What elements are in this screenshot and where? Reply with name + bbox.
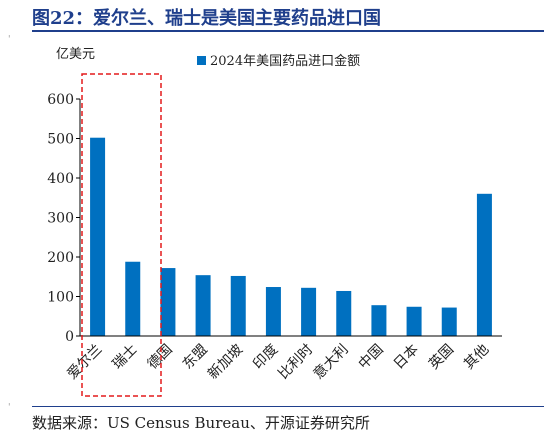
x-tick-label: 中国: [356, 342, 387, 373]
bar: [90, 137, 106, 336]
x-tick-label: 德国: [145, 342, 176, 373]
y-tick-label: 400: [47, 171, 74, 187]
bar: [265, 287, 281, 336]
x-tick-label: 日本: [391, 342, 422, 373]
edge-tick-mark: ': [8, 403, 11, 413]
x-tick-label: 瑞士: [109, 342, 140, 373]
x-tick-label: 爱尔兰: [64, 342, 105, 383]
title-rule: [32, 30, 544, 32]
x-tick-label: 新加坡: [205, 342, 246, 383]
x-tick-label: 印度: [250, 342, 281, 373]
bar: [371, 305, 387, 336]
bar: [406, 306, 422, 336]
bar: [195, 275, 211, 336]
y-tick-label: 500: [47, 132, 74, 148]
y-tick-label: 300: [47, 211, 74, 227]
x-tick-label: 其他: [461, 342, 492, 373]
x-tick-label: 意大利: [310, 341, 352, 383]
x-tick-label: 东盟: [180, 342, 211, 373]
y-tick-label: 0: [65, 329, 74, 345]
figure-title: 图22：爱尔兰、瑞士是美国主要药品进口国: [32, 8, 382, 29]
y-axis: 0 100 200 300 400 500 600: [47, 92, 81, 345]
y-tick-label: 200: [47, 250, 74, 266]
source-rule: [32, 406, 544, 407]
bar: [476, 193, 492, 336]
legend: 2024年美国药品进口金额: [197, 53, 360, 69]
source-note: 数据来源：US Census Bureau、开源证券研究所: [32, 414, 370, 432]
legend-swatch: [197, 56, 206, 65]
bar: [336, 290, 352, 336]
bar: [230, 275, 246, 336]
bar-chart: 亿美元 2024年美国药品进口金额 0 100 200 300 400 500 600 爱尔…: [47, 47, 502, 397]
bar: [160, 268, 176, 336]
y-tick-label: 600: [47, 92, 74, 108]
edge-tick-mark: ': [8, 35, 11, 45]
y-unit-label: 亿美元: [56, 47, 95, 62]
y-tick-label: 100: [47, 290, 74, 306]
highlight-box: [81, 73, 162, 397]
bar: [125, 261, 141, 336]
bar: [301, 287, 317, 336]
x-tick-label: 英国: [425, 341, 457, 373]
legend-label: 2024年美国药品进口金额: [210, 53, 360, 69]
bar: [441, 307, 457, 336]
bars: [90, 137, 492, 336]
x-tick-label: 比利时: [275, 342, 316, 383]
